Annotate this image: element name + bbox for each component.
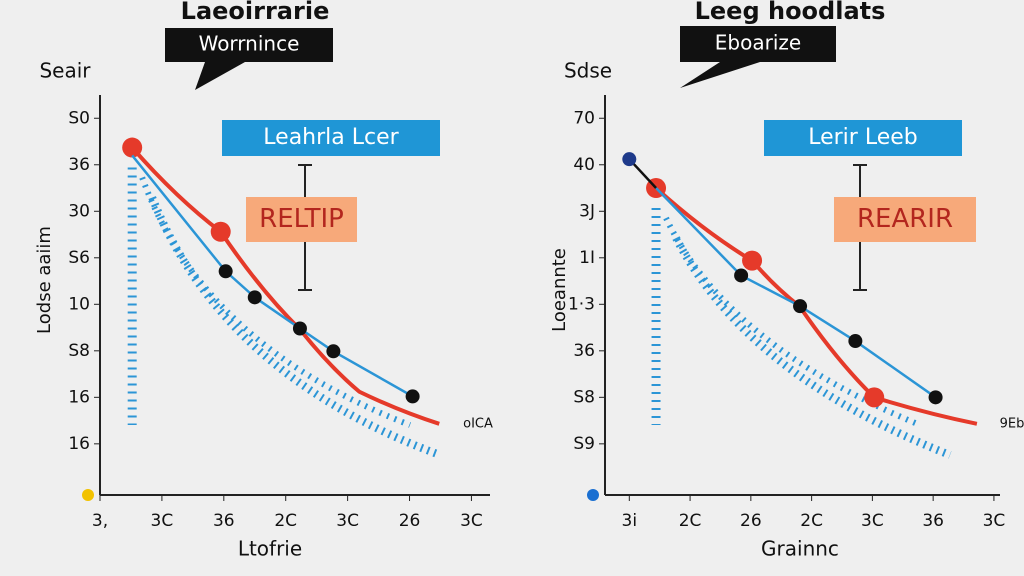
x-tick-label: 3i: [622, 511, 638, 531]
point: [210, 221, 231, 242]
x-tick-label: 36: [922, 511, 944, 531]
y-tick-label: 1I: [579, 248, 595, 268]
x-tick-label: 3C: [861, 511, 884, 531]
y-label: Loeannte: [549, 248, 570, 332]
x-label: Ltofrie: [238, 537, 302, 561]
x-tick-label: 36: [213, 511, 235, 531]
x-tick-label: 2C: [800, 511, 823, 531]
y-tick-label: 16: [68, 434, 90, 454]
x-tick-label: 3C: [151, 511, 174, 531]
point: [742, 250, 763, 271]
y-tick-label: 3J: [579, 201, 595, 221]
point: [218, 264, 233, 279]
highlight-text: RELTIP: [259, 204, 344, 234]
x-tick-label: 3C: [460, 511, 483, 531]
point: [292, 321, 307, 336]
y-label: Lodse aaiim: [34, 226, 55, 334]
y-tick-label: 16: [68, 387, 90, 407]
hatch: [139, 176, 412, 428]
origin-dot: [82, 489, 94, 501]
series-line: [131, 154, 414, 398]
y-tick-label: 30: [68, 201, 90, 221]
point: [247, 290, 262, 305]
x-tick-label: 26: [399, 511, 421, 531]
hatch: [672, 236, 952, 459]
legend-box: [222, 120, 440, 156]
callout-tail: [195, 62, 245, 90]
y-tick-label: S8: [573, 387, 595, 407]
y-tick-label: 36: [573, 341, 595, 361]
callout-tail: [680, 62, 760, 88]
point: [848, 334, 863, 349]
x-label: Grainnc: [761, 537, 839, 561]
highlight-box: [246, 197, 357, 242]
y-tick-label: 70: [573, 108, 595, 128]
end-label: 9Eb: [1000, 417, 1024, 432]
callout: [165, 28, 333, 62]
origin-dot: [587, 489, 599, 501]
y-tick-label: S6: [68, 248, 90, 268]
x-tick-label: 2C: [274, 511, 297, 531]
callout: [680, 26, 836, 62]
y-tick-label: 40: [573, 155, 595, 175]
y-tick-label: S0: [68, 108, 90, 128]
point: [793, 299, 808, 314]
y-tick-label: 1·3: [568, 294, 595, 314]
x-tick-label: 26: [740, 511, 762, 531]
y-title: Sdse: [564, 59, 612, 83]
series-line: [130, 146, 440, 426]
point: [928, 390, 943, 405]
y-title: Seair: [39, 59, 91, 83]
x-tick-label: 3C: [983, 511, 1006, 531]
y-tick-label: S9: [573, 434, 595, 454]
legend-text: Leahrla Lcer: [263, 125, 399, 150]
x-tick-label: 3C: [336, 511, 359, 531]
point: [864, 387, 885, 408]
y-tick-label: 10: [68, 294, 90, 314]
point: [734, 268, 749, 283]
x-tick-label: 2C: [679, 511, 702, 531]
point: [405, 389, 420, 404]
y-tick-label: S8: [68, 341, 90, 361]
point: [122, 137, 143, 158]
x-tick-label: 3,: [92, 511, 108, 531]
point: [622, 152, 637, 167]
callout-text: Eboarize: [715, 31, 801, 55]
y-tick-label: 36: [68, 155, 90, 175]
chart-title: Laeoirrarie: [181, 0, 330, 25]
highlight-text: REARIR: [857, 204, 953, 234]
legend-box: [764, 120, 962, 156]
point: [326, 344, 341, 359]
callout-text: Worrnince: [199, 32, 300, 56]
highlight-box: [834, 197, 976, 242]
chart-title: Leeg hoodlats: [695, 0, 886, 25]
end-label: oICA: [463, 417, 493, 432]
legend-text: Lerir Leeb: [808, 125, 918, 150]
